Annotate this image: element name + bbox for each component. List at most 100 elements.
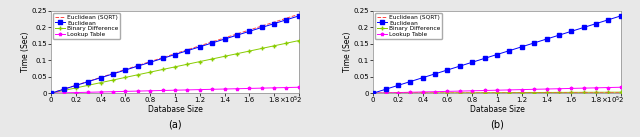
Lookup Table (592, 87, 600, 89)
Binary Difference (47, 92, 55, 94)
Euclidean (SQRT) (289, 15, 296, 17)
Euclidean (598, 21, 606, 22)
Euclidean (475, 59, 483, 61)
Euclidean (246, 31, 253, 32)
Euclidean (SQRT) (573, 92, 581, 94)
Euclidean (233, 34, 241, 36)
Euclidean (419, 77, 426, 79)
Lookup Table (536, 88, 544, 90)
Binary Difference (555, 92, 563, 93)
Binary Difference (209, 58, 216, 60)
Lookup Table (165, 89, 173, 91)
Binary Difference (400, 92, 408, 94)
Euclidean (SQRT) (60, 88, 67, 90)
Euclidean (54, 90, 61, 92)
Lookup Table (493, 89, 501, 91)
Euclidean (450, 67, 458, 69)
Binary Difference (128, 75, 136, 77)
Lookup Table (209, 89, 216, 90)
Lookup Table (468, 90, 476, 92)
Euclidean (152, 59, 160, 61)
Line: Euclidean (SQRT): Euclidean (SQRT) (51, 14, 299, 93)
Binary Difference (598, 91, 606, 93)
Euclidean (60, 89, 67, 90)
X-axis label: Database Size: Database Size (470, 105, 524, 114)
Line: Binary Difference: Binary Difference (49, 38, 301, 95)
Euclidean (SQRT) (122, 69, 129, 70)
Binary Difference (450, 92, 458, 94)
Lookup Table (444, 91, 451, 92)
Binary Difference (413, 92, 420, 94)
Lookup Table (518, 89, 525, 90)
Euclidean (SQRT) (487, 92, 495, 94)
Binary Difference (388, 92, 396, 94)
Euclidean (425, 75, 433, 77)
Euclidean (SQRT) (376, 92, 383, 94)
Binary Difference (456, 92, 463, 94)
Lookup Table (611, 87, 618, 88)
Binary Difference (221, 55, 228, 57)
Lookup Table (568, 88, 575, 89)
Lookup Table (617, 86, 625, 88)
Line: Euclidean: Euclidean (50, 14, 300, 95)
Euclidean (SQRT) (425, 92, 433, 94)
Lookup Table (388, 92, 396, 94)
Lookup Table (109, 91, 117, 92)
Binary Difference (66, 88, 74, 90)
Euclidean (531, 42, 538, 44)
Lookup Table (475, 90, 483, 92)
Lookup Table (177, 89, 185, 91)
Euclidean (SQRT) (252, 27, 259, 29)
Euclidean (SQRT) (611, 92, 618, 94)
Euclidean (239, 32, 247, 34)
Lookup Table (605, 87, 612, 88)
Lookup Table (97, 91, 104, 93)
Line: Binary Difference: Binary Difference (371, 90, 623, 95)
Euclidean (512, 48, 520, 50)
Lookup Table (72, 92, 80, 93)
Binary Difference (165, 67, 173, 69)
Euclidean (SQRT) (184, 49, 191, 51)
Binary Difference (227, 54, 235, 56)
Euclidean (140, 63, 148, 65)
Binary Difference (573, 92, 581, 93)
Euclidean (SQRT) (258, 25, 266, 27)
Binary Difference (518, 92, 525, 93)
Binary Difference (475, 92, 483, 94)
Y-axis label: Time (Sec): Time (Sec) (21, 32, 30, 72)
Binary Difference (561, 92, 569, 93)
Lookup Table (214, 88, 222, 90)
Binary Difference (524, 92, 532, 93)
Line: Lookup Table: Lookup Table (371, 85, 623, 95)
Euclidean (SQRT) (475, 92, 483, 94)
Binary Difference (444, 92, 451, 94)
Text: $\times10^5$: $\times10^5$ (601, 95, 621, 106)
Euclidean (SQRT) (159, 57, 166, 58)
Lookup Table (128, 90, 136, 92)
Binary Difference (431, 92, 439, 94)
Euclidean (573, 29, 581, 30)
Binary Difference (147, 71, 154, 73)
Binary Difference (196, 61, 204, 62)
Text: $\times10^5$: $\times10^5$ (279, 95, 299, 106)
Lookup Table (400, 92, 408, 93)
Euclidean (264, 25, 272, 26)
Euclidean (SQRT) (103, 75, 111, 76)
Binary Difference (97, 82, 104, 83)
Euclidean (406, 81, 414, 82)
Euclidean (SQRT) (468, 92, 476, 94)
Euclidean (468, 61, 476, 63)
Euclidean (518, 46, 525, 48)
Lookup Table (159, 90, 166, 91)
Lookup Table (580, 87, 588, 89)
Euclidean (SQRT) (543, 92, 550, 94)
Lookup Table (425, 91, 433, 93)
Binary Difference (536, 92, 544, 93)
Lookup Table (221, 88, 228, 90)
Euclidean (536, 40, 544, 42)
Euclidean (159, 58, 166, 59)
Lookup Table (196, 89, 204, 90)
Lookup Table (499, 89, 507, 91)
Euclidean (283, 19, 291, 21)
X-axis label: Database Size: Database Size (148, 105, 202, 114)
